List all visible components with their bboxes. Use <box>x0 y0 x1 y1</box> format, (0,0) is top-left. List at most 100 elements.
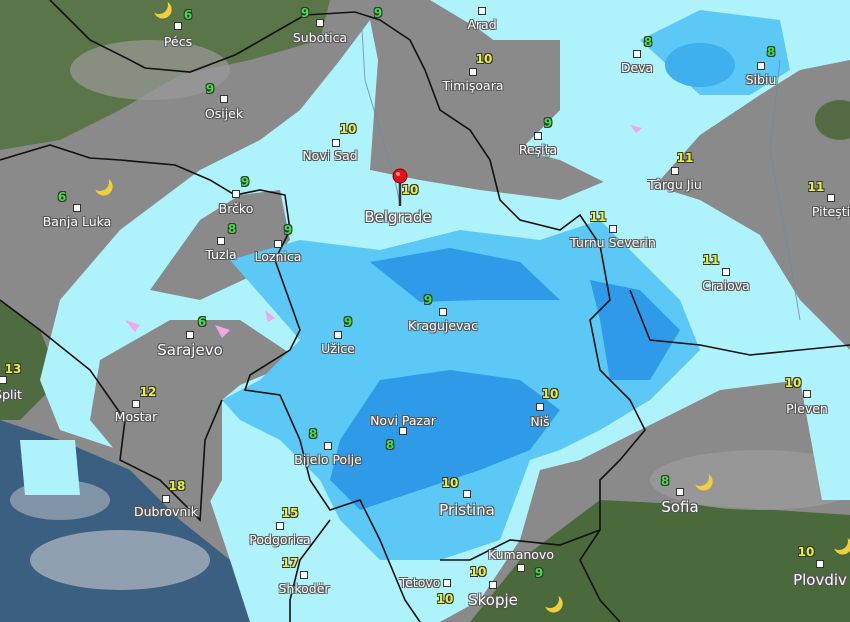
city-label-pleven[interactable]: Pleven <box>786 401 828 416</box>
temperature-osijek: 9 <box>205 82 215 96</box>
city-marker-tuzla[interactable] <box>217 237 225 245</box>
city-marker-plovdiv[interactable] <box>816 560 824 568</box>
city-marker-loznica[interactable] <box>274 240 282 248</box>
city-label-tetovo[interactable]: Tetovo <box>399 575 441 590</box>
city-marker-resita[interactable] <box>534 132 542 140</box>
city-label-split[interactable]: Split <box>0 387 22 402</box>
temperature-pecs: 6 <box>183 8 193 22</box>
city-marker-osijek[interactable] <box>220 95 228 103</box>
city-marker-skopje[interactable] <box>489 581 497 589</box>
city-marker-dubrovnik[interactable] <box>162 495 170 503</box>
city-marker-nis[interactable] <box>536 403 544 411</box>
temperature-pristina: 10 <box>441 476 459 490</box>
city-marker-novi-pazar[interactable] <box>399 427 407 435</box>
city-marker-turnu-severin[interactable] <box>609 225 617 233</box>
city-marker-subotica[interactable] <box>316 19 324 27</box>
city-label-novi-sad[interactable]: Novi Sad <box>302 148 358 163</box>
city-label-turnu-severin[interactable]: Turnu Severin <box>570 235 656 250</box>
city-label-banja-luka[interactable]: Banja Luka <box>42 214 112 229</box>
city-label-skopje[interactable]: Skopje <box>468 591 518 609</box>
city-marker-novi-sad[interactable] <box>332 139 340 147</box>
city-marker-uzice[interactable] <box>334 331 342 339</box>
city-label-belgrade[interactable]: Belgrade <box>364 208 432 226</box>
temperature-kumanovo: 9 <box>534 566 544 580</box>
city-label-pecs[interactable]: Pécs <box>163 34 193 49</box>
city-marker-pitesti[interactable] <box>827 194 835 202</box>
rain-heavy-1 <box>370 248 560 302</box>
city-marker-podgorica[interactable] <box>276 522 284 530</box>
temperature-deva: 8 <box>643 35 653 49</box>
city-label-targu-jiu[interactable]: Târgu Jiu <box>648 177 702 192</box>
city-marker-sibiu[interactable] <box>757 62 765 70</box>
location-pin-icon[interactable] <box>392 168 408 214</box>
city-marker-brcko[interactable] <box>232 190 240 198</box>
city-marker-split[interactable] <box>0 376 7 384</box>
city-marker-tetovo[interactable] <box>443 579 451 587</box>
city-label-podgorica[interactable]: Podgorica <box>249 532 311 547</box>
city-label-resita[interactable]: Reşiţa <box>518 142 558 157</box>
temperature-pleven: 10 <box>784 376 802 390</box>
temperature-pitesti: 11 <box>807 180 825 194</box>
city-label-subotica[interactable]: Subotica <box>292 30 348 45</box>
city-marker-arad[interactable] <box>478 7 486 15</box>
city-label-shkoder[interactable]: Shkodër <box>278 581 330 596</box>
city-marker-mostar[interactable] <box>132 400 140 408</box>
city-label-timisoara[interactable]: Timişoara <box>442 78 504 93</box>
city-marker-bijelo-polje[interactable] <box>324 442 332 450</box>
city-marker-kumanovo[interactable] <box>517 564 525 572</box>
dry-area-timisoara <box>425 40 560 190</box>
city-marker-sarajevo[interactable] <box>186 331 194 339</box>
city-label-dubrovnik[interactable]: Dubrovnik <box>133 504 199 519</box>
temperature-nis: 10 <box>541 387 559 401</box>
temperature-uzice: 9 <box>343 315 353 329</box>
city-label-sibiu[interactable]: Sibiu <box>745 72 777 87</box>
city-label-sarajevo[interactable]: Sarajevo <box>157 341 223 359</box>
temperature-shkoder: 17 <box>281 556 299 570</box>
city-label-tuzla[interactable]: Tuzla <box>205 247 237 262</box>
city-label-plovdiv[interactable]: Plovdiv <box>793 571 847 589</box>
city-marker-craiova[interactable] <box>722 268 730 276</box>
temperature-turnu-severin: 11 <box>589 210 607 224</box>
city-label-pitesti[interactable]: Piteşti <box>811 204 850 219</box>
city-label-kumanovo[interactable]: Kumanovo <box>488 547 554 562</box>
city-marker-shkoder[interactable] <box>300 571 308 579</box>
city-label-osijek[interactable]: Osijek <box>204 106 244 121</box>
city-label-brcko[interactable]: Brčko <box>218 201 254 216</box>
city-marker-kragujevac[interactable] <box>439 308 447 316</box>
city-marker-banja-luka[interactable] <box>73 204 81 212</box>
temperature-kragujevac: 9 <box>423 293 433 307</box>
city-marker-deva[interactable] <box>633 50 641 58</box>
city-marker-sofia[interactable] <box>676 488 684 496</box>
city-label-arad[interactable]: Arad <box>467 17 497 32</box>
city-marker-pristina[interactable] <box>463 490 471 498</box>
temperature-tuzla: 8 <box>227 222 237 236</box>
temperature-plovdiv: 10 <box>797 545 815 559</box>
city-marker-pecs[interactable] <box>174 22 182 30</box>
temperature-banja-luka: 6 <box>57 190 67 204</box>
temperature-sarajevo: 6 <box>197 315 207 329</box>
temperature-dubrovnik: 18 <box>168 479 186 493</box>
city-label-kragujevac[interactable]: Kragujevac <box>408 318 478 333</box>
city-marker-pleven[interactable] <box>803 390 811 398</box>
city-label-deva[interactable]: Deva <box>620 60 654 75</box>
city-label-bijelo-polje[interactable]: Bijelo Polje <box>294 452 362 467</box>
city-label-pristina[interactable]: Pristina <box>439 501 495 519</box>
temperature-split: 13 <box>4 362 22 376</box>
city-label-craiova[interactable]: Craiova <box>702 278 750 293</box>
city-label-uzice[interactable]: Užice <box>321 341 355 356</box>
city-marker-targu-jiu[interactable] <box>671 167 679 175</box>
green-terrain-south <box>470 500 850 622</box>
city-label-sofia[interactable]: Sofia <box>661 498 699 516</box>
dry-area-bosnia <box>90 320 300 520</box>
temperature-arad: 9 <box>373 6 383 20</box>
city-marker-timisoara[interactable] <box>469 68 477 76</box>
cloud <box>70 40 230 100</box>
city-label-nis[interactable]: Niš <box>530 414 550 429</box>
rain-heavy-4 <box>665 43 735 87</box>
city-label-novi-pazar[interactable]: Novi Pazar <box>370 413 436 428</box>
city-label-loznica[interactable]: Loznica <box>254 249 302 264</box>
rivers <box>361 29 801 321</box>
city-label-mostar[interactable]: Mostar <box>114 409 158 424</box>
